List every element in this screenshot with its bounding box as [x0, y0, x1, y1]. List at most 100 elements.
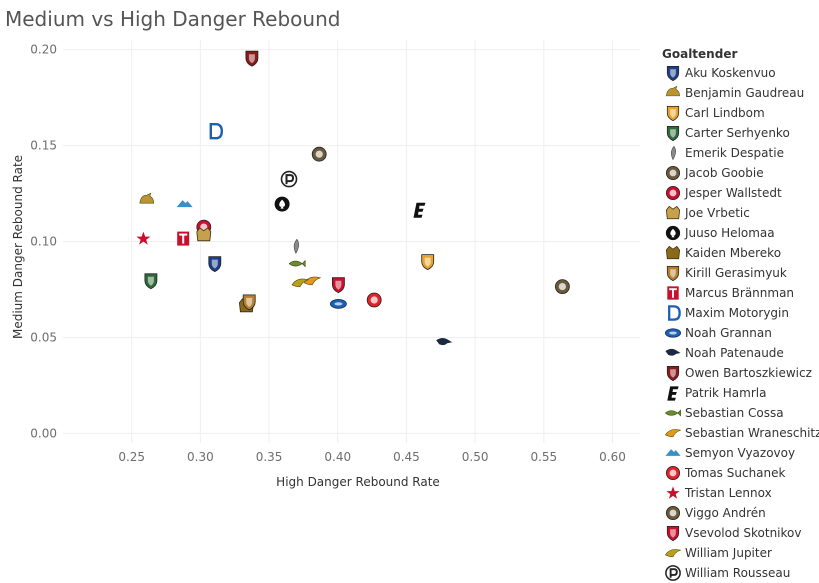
data-point[interactable]	[331, 277, 345, 294]
oval-logo-icon	[665, 328, 681, 338]
legend-label: Semyon Vyazovoy	[685, 446, 796, 460]
legend-label: Owen Bartoszkiewicz	[685, 366, 812, 380]
y-tick-label: 0.20	[30, 43, 57, 57]
data-point[interactable]	[436, 338, 453, 346]
chart-title: Medium vs High Danger Rebound	[5, 7, 341, 31]
shield-logo-icon	[666, 365, 680, 381]
data-point[interactable]	[177, 231, 190, 246]
legend-label: Sebastian Wraneschitz	[685, 426, 819, 440]
legend-label: Vsevolod Skotnikov	[685, 526, 802, 540]
data-point[interactable]	[366, 292, 382, 308]
data-point[interactable]	[288, 259, 306, 268]
shield-logo-icon	[666, 265, 680, 281]
data-point[interactable]	[311, 146, 327, 162]
data-point[interactable]	[280, 170, 298, 188]
legend-item[interactable]: Kaiden Mbereko	[662, 243, 819, 263]
wing-logo-icon	[665, 429, 681, 438]
shield-logo-icon	[666, 65, 680, 81]
legend-item[interactable]: Carl Lindbom	[662, 103, 819, 123]
legend-item[interactable]: Sebastian Cossa	[662, 403, 819, 423]
data-point[interactable]	[329, 298, 347, 309]
mountain-logo-icon	[665, 449, 681, 456]
data-point[interactable]	[293, 238, 299, 254]
legend-item[interactable]: Jesper Wallstedt	[662, 183, 819, 203]
legend-item[interactable]: Joe Vrbetic	[662, 203, 819, 223]
legend-item[interactable]: Emerik Despatie	[662, 143, 819, 163]
legend-label: Tomas Suchanek	[685, 466, 786, 480]
legend-list: Aku Koskenvuo Benjamin Gaudreau Carl Lindb…	[662, 63, 819, 583]
data-point[interactable]	[136, 231, 151, 245]
fish-logo-icon	[665, 409, 681, 417]
legend-label: Viggo Andrén	[685, 506, 766, 520]
legend-item[interactable]: Sebastian Wraneschitz	[662, 423, 819, 443]
legend-item[interactable]: Aku Koskenvuo	[662, 63, 819, 83]
x-tick-label: 0.25	[118, 450, 145, 464]
legend-label: Kirill Gerasimyuk	[685, 266, 787, 280]
feather-logo-icon	[671, 145, 676, 161]
legend-item[interactable]: Noah Patenaude	[662, 343, 819, 363]
legend-label: Carl Lindbom	[685, 106, 765, 120]
y-tick-label: 0.15	[30, 139, 57, 153]
legend-item[interactable]: Patrik Hamrla	[662, 383, 819, 403]
legend-title: Goaltender	[662, 47, 738, 61]
data-point[interactable]	[144, 273, 158, 290]
bird-logo-icon	[665, 348, 681, 356]
legend-label: Marcus Brännman	[685, 286, 795, 300]
y-tick-label: 0.00	[30, 426, 57, 440]
animal-logo-icon	[666, 85, 680, 97]
data-point[interactable]	[274, 196, 290, 212]
legend-item[interactable]: Vsevolod Skotnikov	[662, 523, 819, 543]
legend-item[interactable]: Maxim Motorygin	[662, 303, 819, 323]
y-tick-label: 0.10	[30, 235, 57, 249]
x-tick-label: 0.50	[462, 450, 489, 464]
data-point[interactable]	[291, 278, 310, 288]
legend-item[interactable]: Carter Serhyenko	[662, 123, 819, 143]
x-axis-title: High Danger Rebound Rate	[276, 475, 440, 489]
legend-label: Benjamin Gaudreau	[685, 86, 805, 100]
crest-logo-icon	[665, 205, 681, 220]
round-logo-icon	[665, 185, 681, 201]
data-point[interactable]	[139, 192, 155, 204]
legend-label: Patrik Hamrla	[685, 386, 767, 400]
legend-label: Emerik Despatie	[685, 146, 784, 160]
legend-label: Noah Patenaude	[685, 346, 784, 360]
round-logo-icon	[665, 505, 681, 521]
legend-item[interactable]: Benjamin Gaudreau	[662, 83, 819, 103]
crest-logo-icon	[665, 245, 681, 260]
data-point[interactable]	[555, 279, 570, 295]
legend-item[interactable]: Marcus Brännman	[662, 283, 819, 303]
data-point[interactable]	[245, 50, 259, 67]
data-point[interactable]	[176, 200, 193, 208]
legend-item[interactable]: Semyon Vyazovoy	[662, 443, 819, 463]
data-point[interactable]	[209, 122, 224, 140]
wing-logo-icon	[665, 549, 681, 558]
data-point[interactable]	[196, 227, 212, 242]
legend-label: Noah Grannan	[685, 326, 772, 340]
legend-item[interactable]: William Jupiter	[662, 543, 819, 563]
letter-t-logo-icon	[667, 286, 679, 300]
legend-label: Joe Vrbetic	[685, 206, 750, 220]
legend-label: William Rousseau	[685, 566, 791, 580]
legend-label: Sebastian Cossa	[685, 406, 784, 420]
legend-item[interactable]: Tomas Suchanek	[662, 463, 819, 483]
legend-item[interactable]: Tristan Lennox	[662, 483, 819, 503]
legend-item[interactable]: William Rousseau	[662, 563, 819, 583]
legend-label: Juuso Helomaa	[685, 226, 775, 240]
legend-item[interactable]: Kirill Gerasimyuk	[662, 263, 819, 283]
data-point[interactable]	[208, 256, 222, 273]
legend: Goaltender Aku Koskenvuo Benjamin Gaudrea…	[662, 45, 819, 583]
shield-logo-icon	[666, 105, 680, 121]
legend-item[interactable]: Jacob Goobie	[662, 163, 819, 183]
legend-item[interactable]: Viggo Andrén	[662, 503, 819, 523]
legend-label: Tristan Lennox	[685, 486, 772, 500]
data-point[interactable]	[413, 202, 426, 218]
legend-item[interactable]: Juuso Helomaa	[662, 223, 819, 243]
scatter-chart: 0.25 0.30 0.35 0.40 0.45 0.50 0.55 0.60 0.00 0.05…	[11, 40, 640, 489]
legend-item[interactable]: Noah Grannan	[662, 323, 819, 343]
round-logo-icon	[665, 165, 681, 181]
legend-label: Aku Koskenvuo	[685, 66, 776, 80]
data-point[interactable]	[303, 276, 322, 286]
data-point[interactable]	[421, 254, 435, 271]
legend-item[interactable]: Owen Bartoszkiewicz	[662, 363, 819, 383]
data-point[interactable]	[242, 294, 256, 311]
